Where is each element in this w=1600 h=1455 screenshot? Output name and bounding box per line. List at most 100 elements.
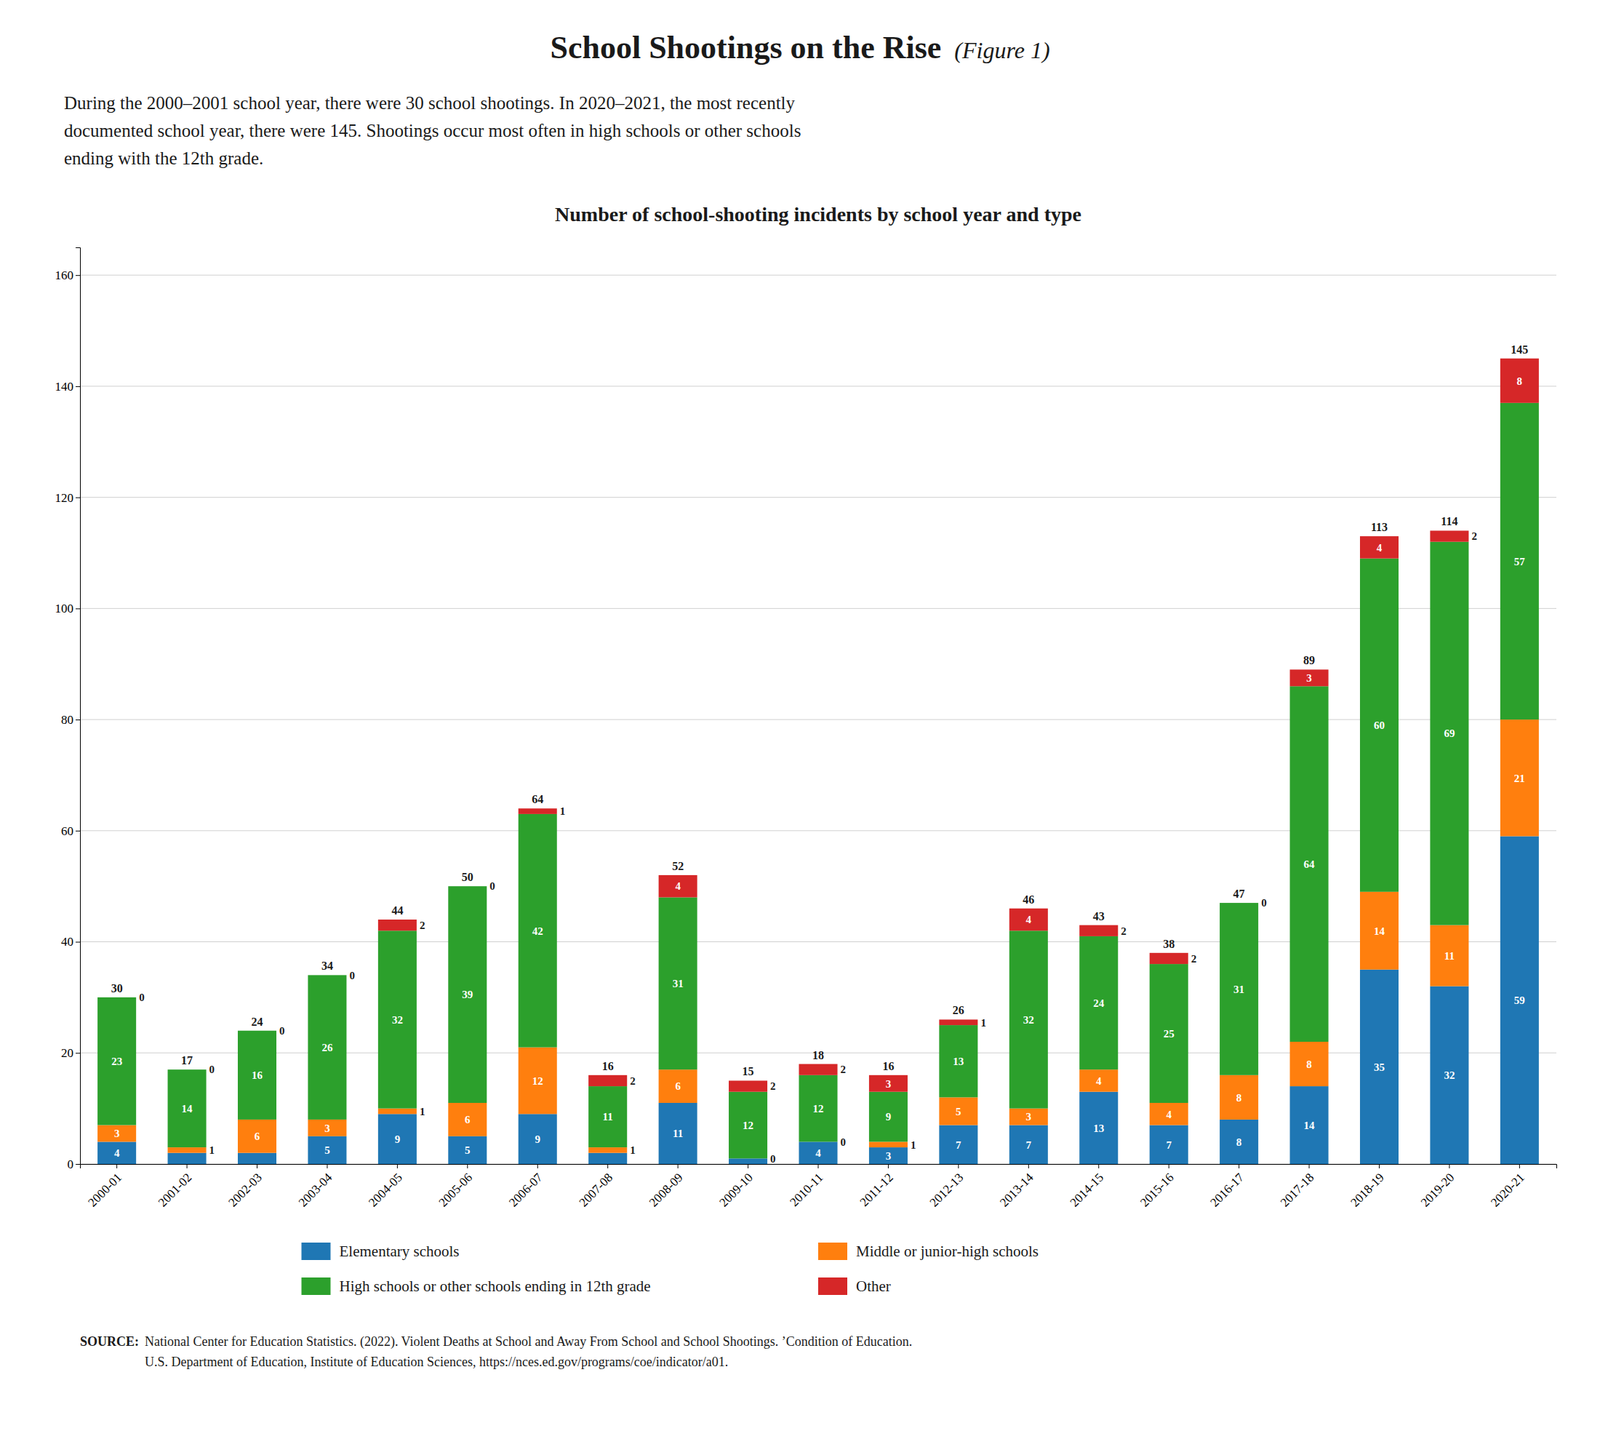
x-tick-mark <box>1309 1163 1310 1168</box>
bar-segment <box>938 1018 978 1025</box>
data-label: 1 <box>980 1016 987 1029</box>
x-tick: 2003-04 <box>296 1163 336 1209</box>
x-tick-label: 2008-09 <box>646 1170 686 1210</box>
x-tick-label: 2019-20 <box>1418 1170 1458 1210</box>
bar-segment <box>1360 891 1399 970</box>
x-tick: 2004-05 <box>365 1163 406 1209</box>
data-label: 1 <box>209 1144 216 1156</box>
bar-segment <box>1360 558 1399 892</box>
bar-segment <box>1079 925 1118 936</box>
legend-label: Middle or junior-high schools <box>856 1242 1039 1260</box>
bar-segment <box>1149 1125 1189 1164</box>
total-label: 17 <box>181 1053 193 1067</box>
bar-segment <box>307 1119 347 1136</box>
x-tick-mark <box>1028 1163 1030 1168</box>
x-tick-mark <box>326 1163 328 1168</box>
total-label: 64 <box>531 792 544 806</box>
total-label: 52 <box>672 859 684 872</box>
bar-segment <box>237 1152 277 1164</box>
x-tick-mark <box>747 1163 749 1168</box>
x-tick-label: 2001-02 <box>155 1170 195 1210</box>
y-tick-label: 40 <box>61 934 74 949</box>
data-label: 8 <box>1236 1091 1243 1104</box>
data-label: 0 <box>138 991 145 1003</box>
x-tick: 2016-17 <box>1208 1163 1248 1209</box>
source-text: National Center for Education Statistics… <box>144 1333 912 1369</box>
y-tick-mark <box>75 274 80 276</box>
data-label: 64 <box>1304 858 1316 870</box>
bar-segment <box>658 1069 698 1103</box>
bar-segment <box>1009 930 1048 1108</box>
bar-segment <box>1290 1041 1329 1086</box>
y-tick: 20 <box>61 1045 80 1060</box>
x-tick-mark <box>957 1163 959 1168</box>
y-tick-label: 100 <box>55 601 75 616</box>
grid <box>80 274 1557 1164</box>
x-tick: 2017-18 <box>1277 1163 1318 1209</box>
total-label: 145 <box>1510 343 1528 356</box>
total-label: 24 <box>251 1015 264 1028</box>
data-label: 0 <box>1261 896 1267 909</box>
chart-title: Number of school-shooting incidents by s… <box>554 202 1082 226</box>
bar-segment <box>938 1096 978 1125</box>
bar-segment <box>1290 1085 1329 1164</box>
x-tick-label: 2018-19 <box>1347 1170 1387 1210</box>
x-tick-label: 2017-18 <box>1277 1170 1318 1210</box>
x-axis-line <box>80 1164 1558 1169</box>
data-label: 9 <box>885 1110 892 1123</box>
grid-line <box>80 719 1557 720</box>
data-label: 1 <box>910 1138 917 1151</box>
y-tick-label: 160 <box>55 268 75 283</box>
y-tick-label: 120 <box>55 490 75 505</box>
chart-svg: School Shootings on the Rise(Figure 1)Du… <box>0 0 1600 1455</box>
bars <box>97 358 1539 1164</box>
x-tick-label: 2015-16 <box>1137 1170 1177 1210</box>
data-label: 26 <box>321 1041 334 1054</box>
legend: Elementary schoolsMiddle or junior-high … <box>301 1242 1039 1295</box>
bar-segment <box>518 1113 558 1164</box>
bar-segment <box>1290 685 1329 1042</box>
x-tick-mark <box>677 1163 679 1168</box>
bar-segment <box>1219 902 1259 1075</box>
grid-line <box>80 829 1557 831</box>
x-tick-label: 2010-11 <box>786 1170 826 1209</box>
subtitle-line: ending with the 12th grade. <box>64 148 264 168</box>
x-tick-label: 2020-21 <box>1488 1170 1528 1210</box>
x-tick-label: 2014-15 <box>1067 1170 1107 1210</box>
data-label: 13 <box>952 1055 964 1067</box>
source-line: U.S. Department of Education, Institute … <box>144 1354 728 1369</box>
data-label: 4 <box>815 1146 822 1159</box>
data-label: 7 <box>955 1138 962 1151</box>
x-tick-label: 2007-08 <box>576 1170 616 1210</box>
x-tick: 2019-20 <box>1418 1163 1458 1209</box>
legend-item: High schools or other schools ending in … <box>301 1277 651 1295</box>
x-tick-mark <box>1448 1163 1450 1168</box>
legend-swatch <box>818 1277 848 1295</box>
x-tick-label: 2005-06 <box>436 1170 476 1210</box>
data-label: 21 <box>1514 772 1526 784</box>
data-label: 42 <box>532 925 544 937</box>
x-tick-mark <box>466 1163 468 1168</box>
data-label: 3 <box>114 1127 120 1139</box>
data-label: 6 <box>254 1130 261 1142</box>
x-tick-label: 2002-03 <box>225 1170 265 1210</box>
y-axis-line <box>75 248 81 1165</box>
x-tick: 2000-01 <box>85 1163 126 1209</box>
y-tick-mark <box>75 719 80 720</box>
y-tick-mark <box>75 386 80 387</box>
bar-segment <box>1429 925 1469 987</box>
data-label: 3 <box>885 1149 892 1162</box>
y-tick: 140 <box>55 379 81 394</box>
data-label: 2 <box>419 919 426 931</box>
data-label: 16 <box>251 1069 264 1081</box>
legend-label: High schools or other schools ending in … <box>339 1277 651 1295</box>
data-label: 5 <box>955 1105 962 1118</box>
bar-segment <box>869 1091 908 1142</box>
data-label: 3 <box>1306 672 1312 684</box>
x-tick: 2018-19 <box>1347 1163 1387 1209</box>
data-label: 6 <box>464 1113 471 1126</box>
x-tick-label: 2011-12 <box>857 1170 896 1209</box>
data-label: 25 <box>1163 1027 1175 1040</box>
total-label: 38 <box>1162 937 1175 950</box>
data-label: 3 <box>885 1077 892 1090</box>
